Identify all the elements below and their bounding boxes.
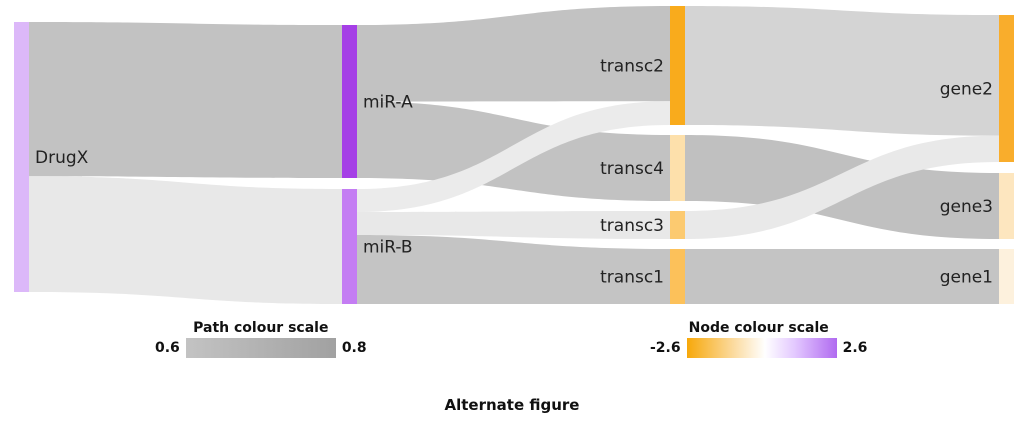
node-colour-legend: Node colour scale -2.6 2.6 [650,320,867,358]
figure-caption: Alternate figure [444,396,580,414]
node-gene3[interactable] [999,173,1014,239]
node-label-miR-B: miR-B [363,238,413,258]
link-DrugX-miR-A[interactable] [29,22,342,178]
link-miR-B-transc3[interactable] [357,211,670,239]
node-transc1[interactable] [670,249,685,304]
node-gene2[interactable] [999,15,1014,162]
link-miR-A-transc2[interactable] [357,6,670,102]
node-DrugX[interactable] [14,22,29,292]
node-legend-min: -2.6 [650,340,681,356]
link-miR-B-transc2[interactable] [357,101,670,212]
sankey-diagram: DrugX miR-A miR-B transc2 transc4 transc3 tran… [14,6,1014,304]
node-label-transc2: transc2 [600,57,664,77]
node-legend-max: 2.6 [842,340,868,356]
link-transc2-gene2[interactable] [685,6,999,136]
node-label-DrugX: DrugX [35,148,89,168]
link-transc3-gene2[interactable] [685,135,999,239]
path-legend-title: Path colour scale [193,320,329,336]
node-miR-B[interactable] [342,189,357,304]
link-transc1-gene1[interactable] [685,249,999,304]
node-label-transc3: transc3 [600,216,664,236]
node-transc4[interactable] [670,135,685,201]
node-label-gene2: gene2 [940,80,993,100]
path-legend-min: 0.6 [155,340,180,356]
link-miR-B-transc1[interactable] [357,235,670,304]
node-legend-gradient [686,338,837,358]
node-label-transc1: transc1 [600,268,664,288]
node-transc3[interactable] [670,211,685,239]
node-label-gene1: gene1 [940,268,993,288]
node-label-miR-A: miR-A [363,93,413,113]
link-DrugX-miR-B[interactable] [29,176,342,304]
path-legend-max: 0.8 [341,340,367,356]
path-legend-gradient [185,338,336,358]
node-legend-title: Node colour scale [688,320,829,336]
node-label-transc4: transc4 [600,159,664,179]
node-miR-A[interactable] [342,25,357,178]
node-transc2[interactable] [670,6,685,125]
node-gene1[interactable] [999,249,1014,304]
path-colour-legend: Path colour scale 0.6 0.8 [155,320,367,358]
node-label-gene3: gene3 [940,197,993,217]
